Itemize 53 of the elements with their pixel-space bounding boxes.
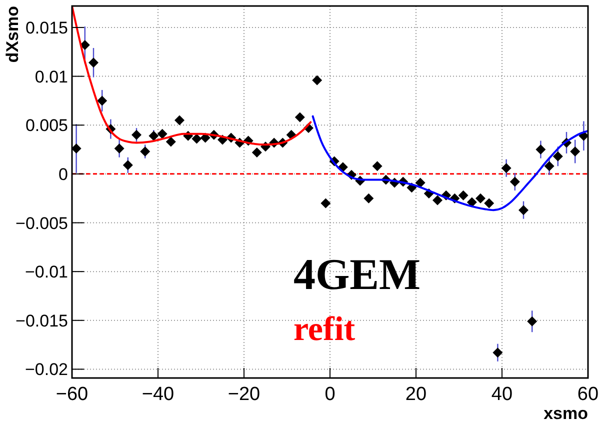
point: [476, 193, 486, 204]
point: [544, 161, 554, 172]
point: [132, 130, 142, 140]
x-tick-label: 0: [324, 384, 336, 405]
point: [166, 136, 176, 147]
point: [364, 193, 374, 204]
y-tick-label: 0: [58, 164, 68, 184]
point: [372, 161, 382, 172]
x-axis-title: xsmo: [544, 404, 588, 423]
annotation: refit: [293, 310, 356, 348]
point: [552, 151, 563, 162]
annotation: 4GEM: [293, 250, 421, 300]
y-tick-label: −0.015: [16, 311, 68, 330]
line-series: [312, 115, 588, 212]
point: [114, 144, 124, 154]
point: [312, 75, 322, 86]
point: [536, 144, 546, 155]
point: [148, 130, 159, 141]
point: [97, 96, 108, 106]
point: [432, 195, 442, 206]
x-tick-label: 60: [577, 384, 599, 405]
point: [501, 163, 512, 174]
x-tick-label: 40: [491, 384, 513, 405]
point: [510, 176, 520, 187]
y-tick-label: −0.01: [24, 262, 68, 282]
point: [157, 128, 168, 139]
point: [458, 190, 468, 200]
x-tick-label: −60: [56, 384, 88, 405]
point: [415, 178, 426, 188]
y-axis-title: dXsmo: [3, 6, 22, 63]
y-tick-label: 0.005: [25, 116, 68, 136]
x-tick-label: 20: [405, 384, 427, 405]
y-tick-label: −0.02: [24, 360, 68, 380]
point: [140, 146, 150, 156]
x-tick-label: −20: [228, 384, 260, 405]
point: [527, 316, 538, 326]
point: [252, 147, 262, 158]
point: [200, 132, 210, 143]
point: [484, 198, 494, 208]
y-tick-label: 0.01: [34, 67, 68, 86]
point: [88, 58, 98, 68]
point: [518, 205, 528, 216]
point: [570, 146, 580, 156]
point: [492, 348, 503, 358]
y-tick-label: −0.005: [16, 214, 68, 233]
point: [122, 160, 133, 170]
point: [72, 144, 82, 154]
point: [174, 115, 184, 126]
point: [294, 112, 305, 122]
point: [192, 134, 202, 144]
y-tick-label: 0.015: [25, 18, 68, 38]
point: [320, 198, 331, 208]
x-tick-label: −40: [142, 384, 174, 405]
